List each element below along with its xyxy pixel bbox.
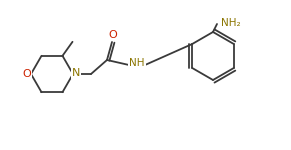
- Text: NH₂: NH₂: [221, 18, 241, 28]
- Text: N: N: [72, 68, 80, 78]
- Text: O: O: [109, 30, 117, 40]
- Text: NH: NH: [129, 58, 145, 68]
- Text: O: O: [23, 69, 31, 79]
